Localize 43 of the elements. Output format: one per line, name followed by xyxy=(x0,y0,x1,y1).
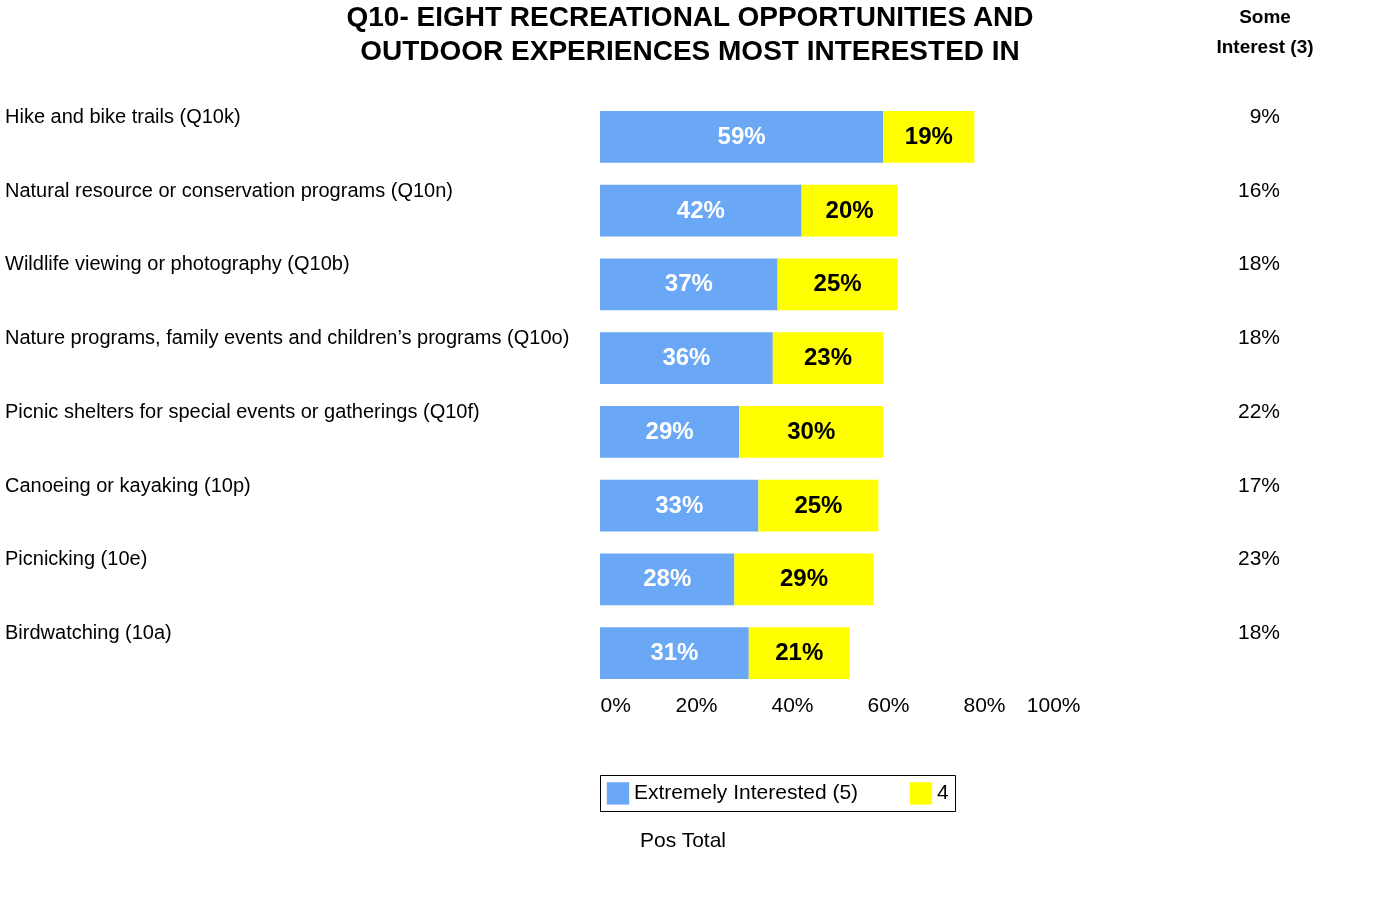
text: Pos Total xyxy=(640,828,726,851)
text: Some Interest (3) xyxy=(1216,6,1314,57)
chart-title: Q10- EIGHT RECREATIONAL OPPORTUNITIES AND OUTDOOR EXPERIENCES MOST INTERESTED IN xyxy=(346,1,1034,66)
y-tick-label: Birdwatching (10a) xyxy=(5,621,172,644)
data-label: 29% xyxy=(645,416,694,444)
data-label: 21% xyxy=(775,638,824,666)
data-label: 30% xyxy=(787,416,836,444)
data-label: 36% xyxy=(662,343,711,371)
data-label: 19% xyxy=(904,121,953,149)
data-label: 23% xyxy=(803,343,853,371)
text: 16% xyxy=(1237,177,1280,201)
data-label: 29% xyxy=(779,564,829,592)
y-tick-label: Picnicking (10e) xyxy=(5,547,148,570)
data-label: 25% xyxy=(794,490,843,518)
legend-label: Extremely Interested (5) xyxy=(634,780,859,804)
text: 18% xyxy=(1237,620,1280,644)
text: 18% xyxy=(1237,325,1280,349)
y-tick-label: Canoeing or kayaking (10p) xyxy=(5,473,251,496)
text: 22% xyxy=(1237,398,1280,422)
text: 17% xyxy=(1237,472,1280,496)
x-tick-label: 0% xyxy=(600,692,631,716)
data-label: 25% xyxy=(813,269,862,297)
y-tick-label: Picnic shelters for special events or gatherings (Q10f) xyxy=(5,399,480,422)
y-tick-label: Wildlife viewing or photography (Q10b) xyxy=(5,252,350,275)
x-tick-label: 100% xyxy=(1026,692,1081,716)
data-label: 20% xyxy=(825,195,874,223)
text: 23% xyxy=(1237,546,1280,570)
data-label: 31% xyxy=(650,638,699,666)
y-tick-label: Nature programs, family events and children’s programs (Q10o) xyxy=(5,326,570,349)
text: 18% xyxy=(1237,251,1280,275)
data-label: 42% xyxy=(676,195,725,223)
x-tick-label: 60% xyxy=(867,692,910,716)
data-label: 37% xyxy=(664,269,713,297)
x-tick-label: 80% xyxy=(963,692,1006,716)
legend-label: 4 xyxy=(937,780,949,804)
y-tick-label: Hike and bike trails (Q10k) xyxy=(5,104,241,127)
data-label: 59% xyxy=(717,121,766,149)
text: 9% xyxy=(1249,103,1280,127)
x-tick-label: 40% xyxy=(771,692,814,716)
data-label: 28% xyxy=(643,564,692,592)
data-label: 33% xyxy=(655,490,704,518)
x-tick-label: 20% xyxy=(675,692,718,716)
y-tick-label: Natural resource or conservation programs (Q10n) xyxy=(5,178,453,201)
